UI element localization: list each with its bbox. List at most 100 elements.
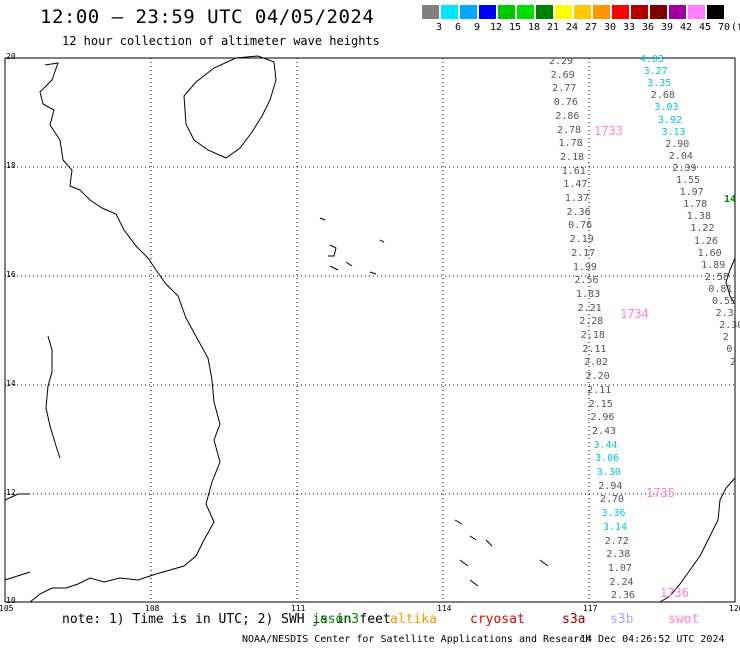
track-value: 1.26 — [694, 235, 719, 247]
timestamp: 14 Dec 04:26:52 UTC 2024 — [580, 634, 725, 645]
track-value: 14 — [724, 194, 737, 205]
color-scale-label: 6 — [454, 22, 462, 33]
pass-label: 1733 — [594, 124, 623, 138]
color-scale-label: 70 — [717, 22, 731, 33]
track-value: 3.14 — [603, 521, 628, 533]
track-value: 2.69 — [550, 69, 575, 81]
color-scale-label: 45 — [698, 22, 712, 33]
color-scale-swatch — [650, 5, 667, 19]
color-scale-swatch — [441, 5, 458, 19]
footer-note: note: 1) Time is in UTC; 2) SWH is in fe… — [62, 612, 391, 627]
track-value: 2.24 — [609, 576, 634, 588]
track-value: 2.11 — [582, 343, 607, 355]
chart-subtitle: 12 hour collection of altimeter wave hei… — [62, 34, 380, 48]
color-scale-swatch — [631, 5, 648, 19]
track-value: 2.90 — [665, 138, 690, 150]
longitude-label: 108 — [145, 604, 160, 613]
longitude-label: 111 — [291, 604, 306, 613]
satellite-name: swot — [668, 612, 700, 627]
color-scale-label: 3 — [435, 22, 443, 33]
latitude-label: 20 — [6, 52, 16, 61]
track-value: 0.76 — [568, 220, 593, 232]
color-scale-label: 18 — [527, 22, 541, 33]
color-scale-label: 21 — [546, 22, 560, 33]
track-value: 2 — [722, 332, 729, 344]
track-value: 1.38 — [686, 211, 711, 223]
track-value: 1.78 — [558, 138, 583, 150]
track-value: 2.20 — [585, 371, 610, 383]
color-scale-swatch — [612, 5, 629, 19]
paracel-islands — [319, 217, 385, 275]
track-value: 2.94 — [598, 480, 623, 492]
color-scale-label: 39 — [660, 22, 674, 33]
track-value: 2.70 — [599, 494, 624, 506]
longitude-label: 105 — [0, 604, 14, 613]
track-value: 0. — [726, 344, 739, 356]
track-value: 2 — [730, 356, 737, 368]
track-value: 3.36 — [601, 508, 626, 520]
track-value: 2.72 — [604, 535, 629, 547]
latitude-label: 10 — [6, 596, 16, 605]
track-value: 1.22 — [690, 223, 715, 235]
hainan-island — [183, 55, 277, 159]
color-scale-swatch — [479, 5, 496, 19]
track-value: 2.30 — [719, 320, 740, 332]
color-scale-swatch — [669, 5, 686, 19]
color-scale-swatch — [517, 5, 534, 19]
color-scale-label: 36 — [641, 22, 655, 33]
track-value: 2.17 — [571, 247, 596, 259]
track-value: 2.43 — [591, 425, 617, 437]
satellite-name: s3a — [562, 612, 586, 627]
spratly-islands — [454, 519, 549, 587]
color-scale-label: 42 — [679, 22, 693, 33]
color-scale-swatch — [422, 5, 439, 19]
track-value: 0.81 — [708, 283, 733, 295]
track-value: 2.86 — [555, 110, 580, 122]
longitude-label: 120 — [729, 604, 740, 613]
latitude-label: 18 — [6, 161, 16, 170]
latitude-label: 16 — [6, 270, 16, 279]
color-scale-swatch — [707, 5, 724, 19]
track-value: 2.19 — [569, 234, 594, 246]
track-value: 1.60 — [697, 247, 722, 259]
track-value: 2.36 — [566, 206, 591, 218]
color-scale-label: 27 — [584, 22, 598, 33]
graticule — [5, 58, 735, 602]
track-value: 2.96 — [590, 412, 615, 424]
track-value: 2.18 — [580, 330, 605, 341]
track-value: 2.56 — [574, 275, 599, 287]
longitude-label: 117 — [583, 604, 598, 613]
track-value: 2.18 — [560, 151, 585, 163]
color-scale-swatch — [688, 5, 705, 19]
credit-line: NOAA/NESDIS Center for Satellite Applica… — [242, 634, 592, 645]
track-value: 2.38 — [606, 549, 631, 561]
track-value: 4.03 — [640, 54, 665, 65]
color-scale-label: 30 — [603, 22, 617, 33]
color-scale-unit: (ft) — [730, 22, 740, 33]
track-value: 3.44 — [593, 439, 618, 451]
map-frame — [4, 57, 736, 603]
longitude-label: 114 — [437, 604, 452, 613]
track-value: 2.15 — [588, 398, 613, 410]
track-value: 1.61 — [561, 165, 586, 177]
track-value: 2.02 — [583, 357, 609, 369]
track-value: 3.06 — [595, 453, 620, 465]
track-value: 1.83 — [576, 288, 601, 300]
track-value: 2.68 — [650, 90, 675, 102]
track-value: 1.37 — [564, 193, 589, 204]
track-value: 2.29 — [549, 56, 574, 67]
track-value: 3.30 — [596, 467, 621, 478]
color-scale-label: 24 — [565, 22, 579, 33]
color-scale-swatch — [460, 5, 477, 19]
track-value: 1.97 — [679, 187, 704, 199]
track-value: 3.03 — [654, 102, 679, 114]
track-value: 1.07 — [607, 562, 632, 574]
track-value: 1.99 — [572, 261, 597, 273]
track-value: 3.13 — [661, 126, 686, 138]
satellite-name: jason3 — [312, 612, 359, 627]
track-value: 2.11 — [587, 384, 612, 396]
color-scale-swatch — [574, 5, 591, 19]
west-shore — [4, 335, 61, 581]
track-value: 1.55 — [676, 175, 701, 186]
